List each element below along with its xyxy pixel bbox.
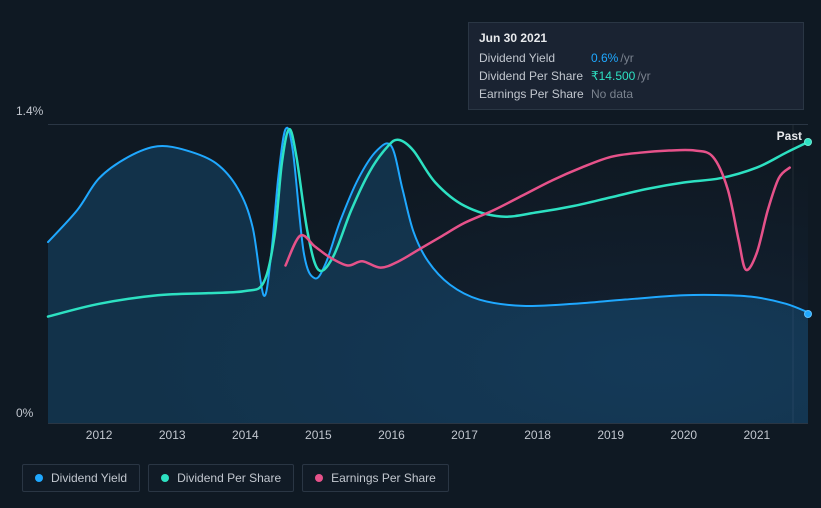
x-axis-tick: 2018 xyxy=(524,428,551,442)
legend-dot-icon xyxy=(161,474,169,482)
legend: Dividend Yield Dividend Per Share Earnings… xyxy=(22,464,449,492)
tooltip-date: Jun 30 2021 xyxy=(469,29,803,49)
tooltip-row-unit: /yr xyxy=(620,51,633,65)
x-axis-tick: 2014 xyxy=(232,428,259,442)
y-axis-max-label: 1.4% xyxy=(16,104,43,118)
x-axis-tick: 2013 xyxy=(159,428,186,442)
chart-tooltip: Jun 30 2021 Dividend Yield0.6% /yrDivide… xyxy=(468,22,804,110)
legend-dot-icon xyxy=(35,474,43,482)
plot-area[interactable]: Past xyxy=(48,124,808,424)
legend-dot-icon xyxy=(315,474,323,482)
x-axis-tick: 2020 xyxy=(670,428,697,442)
x-axis-tick: 2016 xyxy=(378,428,405,442)
x-axis-tick: 2015 xyxy=(305,428,332,442)
legend-item[interactable]: Dividend Yield xyxy=(22,464,140,492)
x-axis-ticks: 2012 2013 2014 2015 2016 2017 2018 2019 2020 2021 xyxy=(48,428,808,444)
x-axis-tick: 2019 xyxy=(597,428,624,442)
x-axis-tick: 2017 xyxy=(451,428,478,442)
x-axis-tick: 2021 xyxy=(743,428,770,442)
plot-svg xyxy=(48,125,808,423)
tooltip-row: Dividend Yield0.6% /yr xyxy=(469,49,803,67)
legend-label: Dividend Yield xyxy=(51,471,127,485)
legend-item[interactable]: Earnings Per Share xyxy=(302,464,449,492)
series-end-dot xyxy=(804,138,812,146)
series-end-dot xyxy=(804,310,812,318)
legend-label: Dividend Per Share xyxy=(177,471,281,485)
y-axis-min-label: 0% xyxy=(16,406,33,420)
tooltip-row-value: 0.6% xyxy=(591,51,618,65)
past-badge: Past xyxy=(777,129,802,143)
tooltip-row-label: Dividend Per Share xyxy=(479,69,591,83)
tooltip-row: Earnings Per ShareNo data xyxy=(469,85,803,103)
tooltip-row-unit: /yr xyxy=(637,69,650,83)
tooltip-row-value: No data xyxy=(591,87,633,101)
x-axis-tick: 2012 xyxy=(86,428,113,442)
tooltip-row-value: ₹14.500 xyxy=(591,69,635,83)
dividend-chart: Jun 30 2021 Dividend Yield0.6% /yrDivide… xyxy=(0,0,821,508)
tooltip-row-label: Earnings Per Share xyxy=(479,87,591,101)
tooltip-row: Dividend Per Share₹14.500 /yr xyxy=(469,67,803,85)
tooltip-row-label: Dividend Yield xyxy=(479,51,591,65)
legend-item[interactable]: Dividend Per Share xyxy=(148,464,294,492)
legend-label: Earnings Per Share xyxy=(331,471,436,485)
